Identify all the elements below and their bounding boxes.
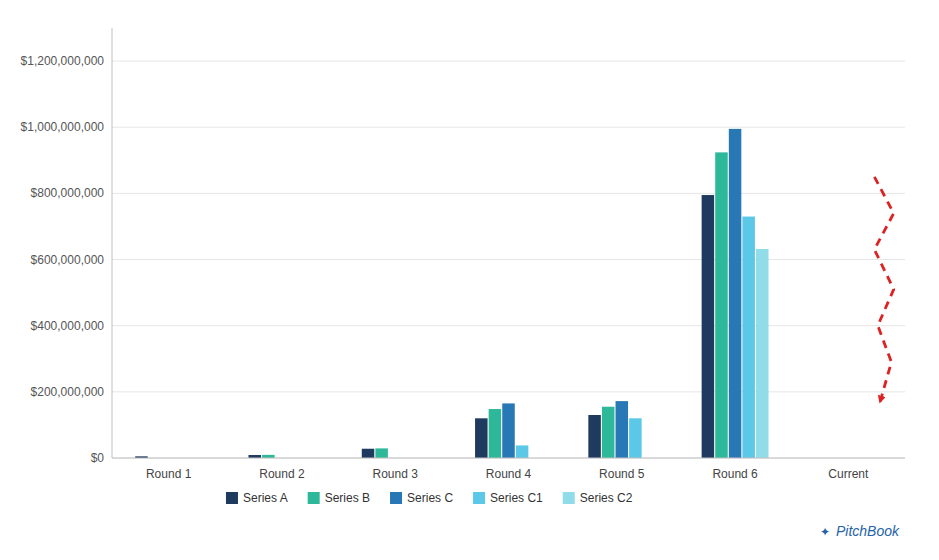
bar	[475, 418, 488, 458]
x-axis-line	[112, 458, 905, 459]
bar	[375, 448, 388, 458]
bars	[135, 129, 768, 458]
grid-line	[112, 325, 905, 326]
legend: Series A Series B Series C Series C1 Series …	[226, 491, 633, 505]
legend-swatch	[473, 492, 485, 504]
y-tick-label: $600,000,000	[31, 253, 105, 267]
legend-label: Series C2	[580, 491, 633, 505]
y-tick-label: $400,000,000	[31, 319, 105, 333]
legend-item: Series A	[226, 491, 288, 505]
bar	[756, 249, 769, 458]
legend-swatch	[226, 492, 238, 504]
x-tick-label: Round 2	[259, 467, 305, 481]
legend-swatch	[563, 492, 575, 504]
x-tick-label: Current	[828, 467, 869, 481]
legend-label: Series A	[243, 491, 288, 505]
grid-line	[112, 61, 905, 62]
grid-line	[112, 458, 905, 459]
legend-label: Series C1	[490, 491, 543, 505]
x-tick-label: Round 1	[146, 467, 192, 481]
bar	[588, 415, 601, 458]
legend-swatch	[390, 492, 402, 504]
bar	[602, 407, 615, 458]
bar	[629, 418, 642, 458]
y-tick-label: $0	[91, 451, 105, 465]
bar	[702, 195, 715, 458]
bar	[742, 217, 755, 458]
bar	[502, 403, 515, 458]
x-tick-label: Round 6	[712, 467, 758, 481]
bar	[715, 152, 728, 458]
legend-item: Series B	[308, 491, 370, 505]
x-tick-label: Round 5	[599, 467, 645, 481]
bar	[516, 445, 529, 458]
chart: $0 $200,000,000 $400,000,000 $600,000,000 $8…	[0, 0, 939, 560]
grid-line	[112, 127, 905, 128]
bar	[729, 129, 742, 458]
grid-line	[112, 259, 905, 260]
y-grid	[112, 61, 905, 458]
y-tick-label: $200,000,000	[31, 385, 105, 399]
y-tick-label: $800,000,000	[31, 186, 105, 200]
legend-item: Series C2	[563, 491, 633, 505]
grid-line	[112, 391, 905, 392]
bar	[489, 409, 502, 458]
x-tick-label: Round 4	[486, 467, 532, 481]
x-tick-label: Round 3	[373, 467, 419, 481]
legend-item: Series C1	[473, 491, 543, 505]
grid-line	[112, 193, 905, 194]
legend-swatch	[308, 492, 320, 504]
y-axis-line	[112, 28, 113, 458]
legend-label: Series C	[407, 491, 453, 505]
bar	[362, 449, 375, 458]
legend-label: Series B	[325, 491, 370, 505]
y-tick-label: $1,200,000,000	[21, 54, 105, 68]
zigzag-arrow	[874, 177, 893, 402]
y-tick-label: $1,000,000,000	[21, 120, 105, 134]
legend-item: Series C	[390, 491, 453, 505]
brand-icon: ✦	[820, 525, 830, 539]
bar	[616, 401, 629, 458]
brand-text: PitchBook	[836, 523, 900, 539]
